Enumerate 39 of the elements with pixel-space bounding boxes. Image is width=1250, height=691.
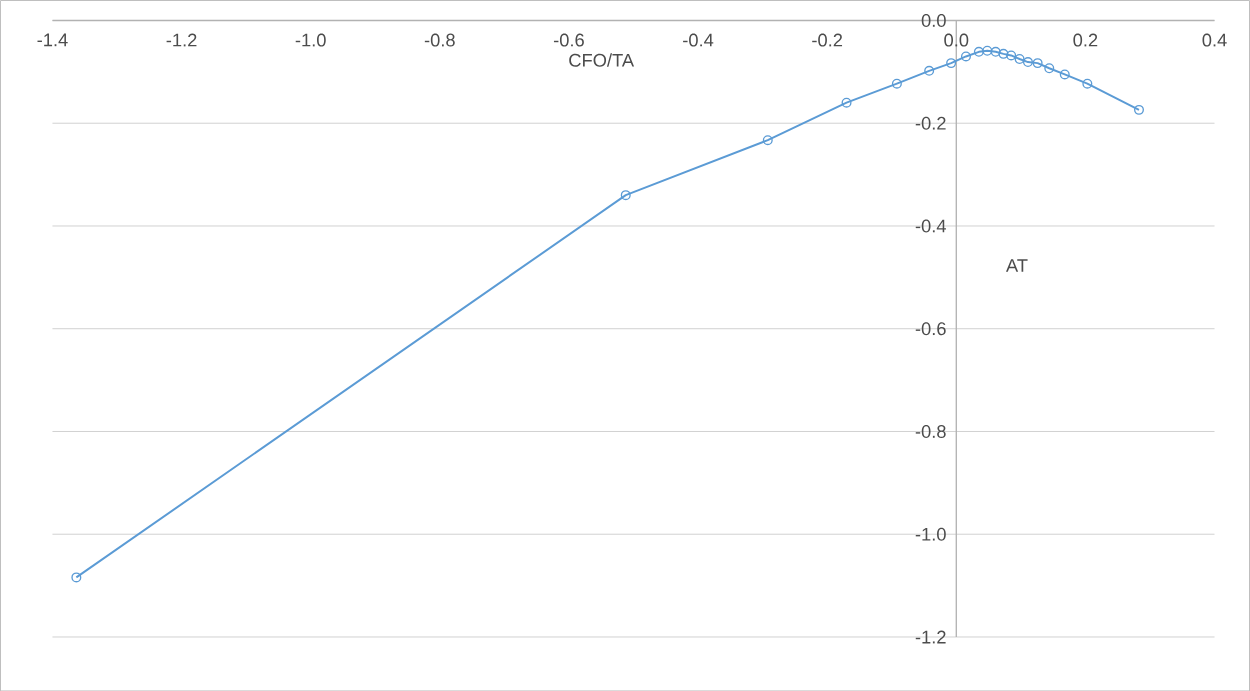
point — [973, 46, 984, 57]
y-tick-label: -1.2 — [915, 630, 946, 644]
x-tick-label: -0.2 — [812, 33, 843, 47]
point — [998, 48, 1009, 59]
x-tick-label: 0.4 — [1202, 33, 1227, 47]
point — [946, 57, 957, 68]
y-axis-title: AT — [1005, 259, 1028, 272]
point — [990, 46, 1001, 57]
x-tick-label: -1.4 — [37, 33, 68, 46]
y-tick-label: -1.0 — [915, 527, 946, 541]
x-tick-label: -0.8 — [424, 33, 455, 47]
point — [982, 45, 993, 56]
point — [960, 51, 971, 62]
y-tick-label: 0.0 — [921, 13, 946, 27]
y-tick-label: -0.2 — [915, 116, 946, 130]
point — [620, 189, 631, 200]
point — [1032, 57, 1043, 68]
point — [924, 65, 935, 76]
x-tick-label: -0.6 — [553, 33, 584, 47]
point — [1059, 69, 1070, 80]
y-tick-label: -0.8 — [915, 424, 946, 438]
y-tick-label: -0.6 — [915, 322, 946, 335]
x-tick-label: 0.0 — [944, 33, 969, 47]
point — [1006, 50, 1017, 61]
x-tick-label: 0.2 — [1073, 33, 1098, 47]
point — [1044, 63, 1055, 74]
x-tick-label: -1.2 — [166, 33, 197, 47]
x-tick-label: -0.4 — [683, 33, 714, 47]
point — [71, 572, 82, 583]
point — [1133, 104, 1144, 115]
point — [762, 134, 773, 145]
point — [1082, 78, 1093, 89]
point — [891, 78, 902, 89]
x-axis-title: CFO/TA — [569, 53, 635, 67]
y-tick-label: -0.4 — [915, 219, 946, 233]
point — [841, 97, 852, 108]
x-tick-label: -1.0 — [295, 33, 326, 47]
point — [1022, 56, 1033, 67]
point — [1014, 53, 1025, 64]
